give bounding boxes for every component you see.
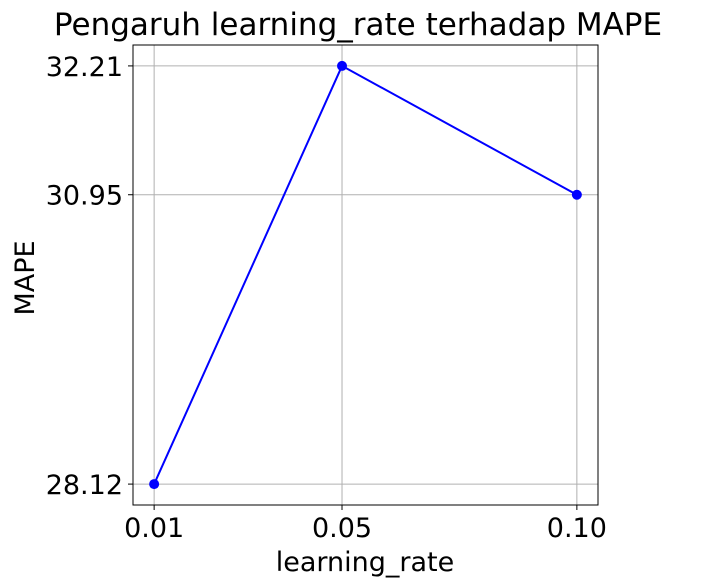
axis-ticks: 0.01 0.05 0.10 28.12 30.95 32.21 (46, 52, 607, 544)
y-axis-label: MAPE (10, 240, 41, 315)
data-point (149, 479, 160, 490)
data-point (571, 189, 582, 200)
x-tick-label: 0.10 (547, 513, 607, 544)
plot-area-frame (132, 44, 599, 506)
x-tick-label: 0.01 (124, 513, 184, 544)
x-tick-label: 0.05 (312, 513, 372, 544)
data-point (337, 60, 348, 71)
grid-lines (133, 45, 598, 505)
data-series (149, 60, 582, 490)
x-axis-label: learning_rate (276, 547, 455, 578)
y-tick-label: 28.12 (46, 470, 123, 501)
y-tick-label: 30.95 (46, 181, 123, 212)
y-tick-label: 32.21 (46, 52, 123, 83)
chart-title: Pengaruh learning_rate terhadap MAPE (54, 7, 662, 43)
